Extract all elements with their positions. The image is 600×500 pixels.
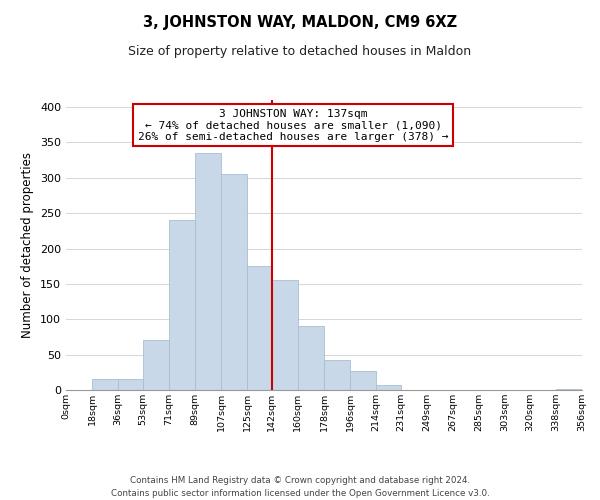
- Bar: [376, 385, 401, 390]
- Bar: [169, 220, 195, 390]
- Text: Contains HM Land Registry data © Crown copyright and database right 2024.: Contains HM Land Registry data © Crown c…: [130, 476, 470, 485]
- Text: Size of property relative to detached houses in Maldon: Size of property relative to detached ho…: [128, 45, 472, 58]
- Text: 3 JOHNSTON WAY: 137sqm
← 74% of detached houses are smaller (1,090)
26% of semi-: 3 JOHNSTON WAY: 137sqm ← 74% of detached…: [138, 108, 448, 142]
- Bar: [143, 340, 169, 390]
- Bar: [247, 266, 272, 390]
- Text: 3, JOHNSTON WAY, MALDON, CM9 6XZ: 3, JOHNSTON WAY, MALDON, CM9 6XZ: [143, 15, 457, 30]
- Y-axis label: Number of detached properties: Number of detached properties: [22, 152, 34, 338]
- Bar: [556, 388, 582, 390]
- Bar: [92, 380, 118, 390]
- Bar: [324, 360, 350, 390]
- Bar: [272, 280, 298, 390]
- Bar: [221, 174, 247, 390]
- Text: Contains public sector information licensed under the Open Government Licence v3: Contains public sector information licen…: [110, 488, 490, 498]
- Bar: [350, 371, 376, 390]
- Bar: [298, 326, 324, 390]
- Bar: [118, 380, 143, 390]
- Bar: [195, 153, 221, 390]
